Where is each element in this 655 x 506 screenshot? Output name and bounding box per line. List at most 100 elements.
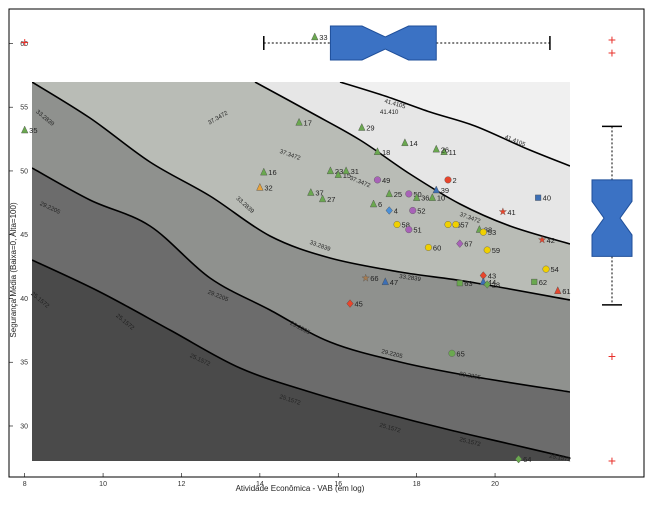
y-boxplot-outlier: +: [608, 44, 616, 60]
data-point-label-38: 38: [484, 226, 492, 235]
data-point-label-16: 16: [268, 168, 276, 177]
data-point-label-2: 2: [453, 176, 457, 185]
y-tick-label: 55: [20, 105, 28, 112]
data-point-label-31: 31: [351, 167, 359, 176]
data-point-label-59: 59: [492, 246, 500, 255]
data-point-label-27: 27: [327, 195, 335, 204]
data-point-15: [334, 170, 342, 178]
x-tick-label: 8: [23, 481, 27, 488]
data-point-label-53: 53: [488, 228, 496, 237]
data-point-51: [405, 226, 413, 234]
data-point-49: [373, 176, 381, 184]
data-point-29: [358, 123, 366, 131]
data-point-31: [342, 166, 350, 175]
data-point-label-64: 64: [523, 455, 531, 464]
x-tick-label: 18: [413, 481, 421, 488]
data-point-label-26: 26: [441, 145, 449, 154]
data-point-label-35: 35: [29, 126, 37, 135]
data-point-label-23: 23: [335, 167, 343, 176]
data-points: 3313517291418112616231531323727492550239…: [21, 32, 571, 464]
data-point-23: [326, 166, 335, 175]
data-point-label-43: 43: [488, 272, 496, 281]
y-tick-label: 30: [20, 423, 28, 430]
data-point-11: [440, 147, 448, 155]
data-point-label-6: 6: [378, 200, 382, 209]
data-point-label-61: 61: [562, 287, 570, 296]
data-point-label-39: 39: [441, 186, 449, 195]
data-point-57: [452, 221, 460, 229]
data-point-25: [385, 189, 393, 198]
contour-line-0: [339, 82, 570, 167]
x-boxplot-box: [329, 25, 437, 61]
data-point-label-37: 37: [315, 189, 323, 198]
data-point-62: [531, 278, 538, 285]
data-point-10: [428, 193, 436, 201]
data-point-4: [385, 206, 393, 215]
data-point-27: [318, 194, 327, 203]
data-point-35: [21, 125, 29, 134]
data-point-58: [393, 221, 401, 229]
y-ticks: 30 35 40 45 50 55 60: [9, 41, 28, 430]
data-point-label-29: 29: [366, 124, 374, 133]
data-point-label-49: 49: [382, 176, 390, 185]
data-point-label-4: 4: [394, 206, 398, 215]
contour-line-1: [254, 82, 570, 245]
data-point-16: [260, 167, 268, 176]
x-tick-label: 14: [256, 481, 264, 488]
data-point-2: [444, 176, 452, 184]
data-point-label-67: 67: [464, 240, 472, 249]
y-tick-label: 40: [20, 296, 28, 303]
data-point-53: [479, 228, 487, 236]
data-point-label-66: 66: [370, 274, 378, 283]
data-point-17: [295, 117, 303, 126]
data-point-36: [413, 193, 421, 201]
data-point-39: [432, 185, 440, 194]
data-point-label-41: 41: [507, 208, 515, 217]
data-point-65: [448, 349, 456, 357]
data-point-61: [554, 286, 562, 294]
data-point-28: [483, 280, 491, 289]
contour-label: 25.1572: [459, 437, 482, 448]
data-point-32: [256, 182, 264, 191]
data-point-label-14: 14: [409, 139, 417, 148]
data-point-label-36: 36: [421, 194, 429, 203]
data-point-label-40: 40: [543, 194, 551, 203]
data-point-label-11: 11: [449, 148, 457, 157]
data-point-label-42: 42: [547, 236, 555, 245]
data-point-label-63: 63: [464, 279, 472, 288]
x-axis-title: Atividade Econômica - VAB (em log): [236, 484, 365, 493]
data-point-label-44: 44: [488, 278, 496, 287]
data-point-label-45: 45: [355, 300, 363, 309]
data-point-label-10: 10: [437, 194, 445, 203]
y-axis-title: Segurança Média (Baixa=0, Alta=100): [9, 202, 18, 338]
contour-bands: [32, 82, 570, 461]
data-point-18: [373, 147, 382, 155]
boxplots: +++++: [21, 25, 633, 468]
data-point-label-58: 58: [402, 221, 410, 230]
data-point-26: [432, 144, 440, 153]
data-point-label-54: 54: [551, 265, 559, 274]
x-tick-label: 10: [99, 481, 107, 488]
data-point-label-57: 57: [460, 221, 468, 230]
data-point-60: [424, 243, 432, 251]
data-point-label-51: 51: [413, 226, 421, 235]
y-boxplot-outlier: +: [608, 32, 616, 48]
data-point-label-65: 65: [456, 349, 464, 358]
data-point-label-32: 32: [264, 184, 272, 193]
x-tick-label: 12: [178, 481, 186, 488]
x-tick-label: 16: [334, 481, 342, 488]
data-point-64: [515, 454, 523, 464]
data-point-47: [381, 277, 389, 285]
contour-band: [32, 82, 570, 244]
data-point-label-52: 52: [417, 206, 425, 215]
data-point-59: [483, 246, 491, 254]
data-point-67: [456, 239, 464, 248]
data-point-label-62: 62: [539, 278, 547, 287]
data-point-37: [307, 188, 315, 196]
data-point-label-25: 25: [394, 190, 402, 199]
contour-label: 29.2205: [381, 349, 404, 360]
data-point-56: [444, 221, 452, 229]
x-boxplot-outlier: +: [21, 34, 29, 50]
contour-band: [340, 82, 570, 166]
